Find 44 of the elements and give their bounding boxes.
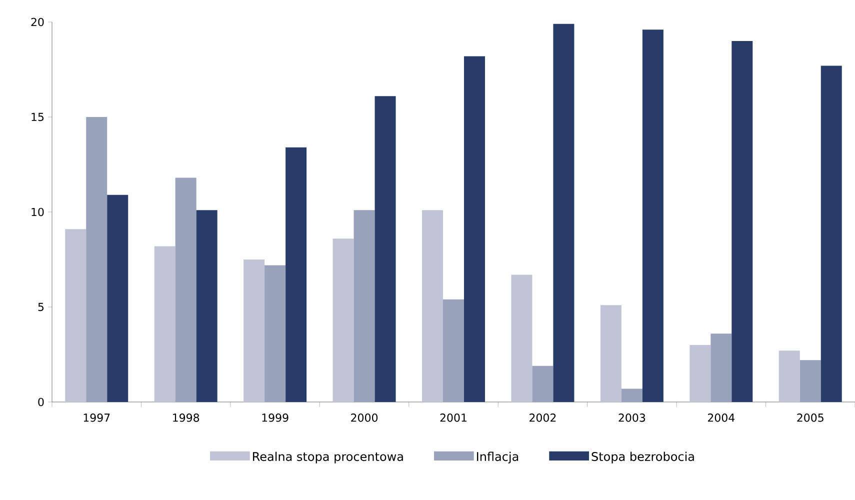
bar <box>642 30 664 402</box>
bar <box>732 40 753 402</box>
bar <box>264 265 286 402</box>
bar <box>244 259 265 402</box>
bar <box>600 305 622 402</box>
legend-label: Realna stopa procentowa <box>253 452 403 464</box>
legend-label: Inflacja <box>476 452 518 464</box>
bar <box>374 96 396 402</box>
bar <box>621 388 642 402</box>
bar <box>778 350 800 402</box>
x-tick-label: 2000 <box>351 414 378 422</box>
bar <box>332 238 354 402</box>
bar <box>532 366 554 402</box>
y-tick-label: 5 <box>38 302 44 312</box>
bar <box>422 210 443 402</box>
y-tick-label: 20 <box>31 18 44 26</box>
bar <box>710 334 732 402</box>
y-tick-label: 0 <box>38 398 44 406</box>
x-tick-label: 1998 <box>173 414 200 422</box>
x-tick-label: 2001 <box>440 414 466 422</box>
x-tick-label: 2005 <box>797 414 824 422</box>
bar <box>154 246 176 402</box>
x-tick-label: 1997 <box>84 414 110 422</box>
x-tick-label: 2004 <box>708 414 735 422</box>
x-tick-label: 2002 <box>530 414 556 422</box>
bar <box>511 274 532 402</box>
y-tick-label: 10 <box>32 208 44 216</box>
bar <box>86 116 108 402</box>
bar <box>690 344 711 402</box>
bar <box>464 56 485 402</box>
bar <box>800 360 821 402</box>
bar <box>175 178 196 402</box>
x-tick-label: 1999 <box>262 414 288 422</box>
bar <box>553 24 574 402</box>
bar <box>286 147 307 402</box>
x-tick-label: 2003 <box>618 414 646 422</box>
bar <box>442 299 464 402</box>
bar <box>107 194 128 402</box>
bar <box>354 210 375 402</box>
bar <box>196 210 218 402</box>
legend-label: Stopa bezrobocia <box>592 452 694 464</box>
bar <box>820 66 842 402</box>
y-tick-label: 15 <box>32 112 44 122</box>
bar <box>65 229 86 402</box>
